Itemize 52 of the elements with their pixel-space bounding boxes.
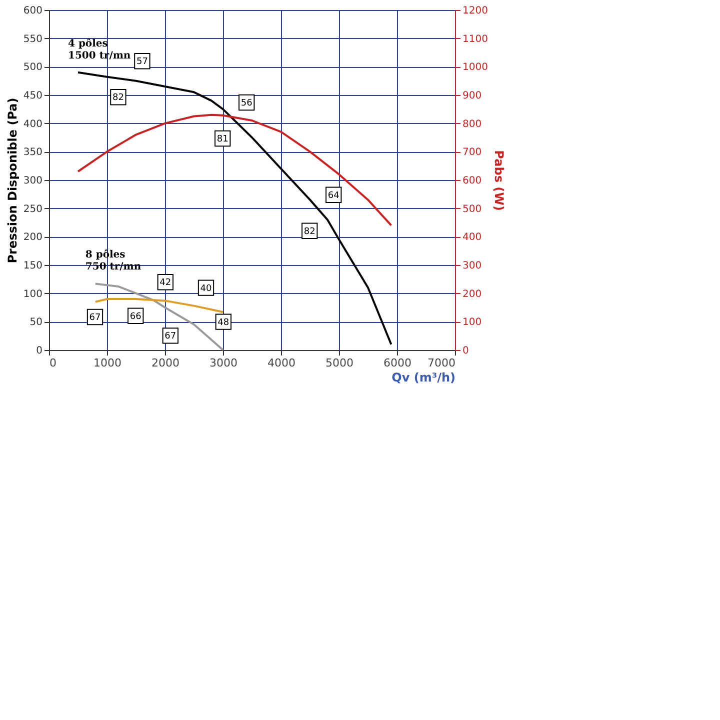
annotation: 67 bbox=[89, 313, 101, 323]
line-series bbox=[94, 298, 224, 314]
y2-axis-title: Pabs (W) bbox=[492, 150, 506, 211]
y-axis-title: Pression Disponible (Pa) bbox=[5, 98, 20, 264]
x-tick-label: 7000 bbox=[428, 356, 456, 370]
y-tick-label: 100 bbox=[23, 288, 42, 300]
y-tick-label: 450 bbox=[23, 90, 42, 102]
x-tick-label: 5000 bbox=[326, 356, 354, 370]
y-tick-label: 150 bbox=[23, 260, 42, 272]
y2-tick-label: 400 bbox=[462, 232, 482, 244]
y2-tick-label: 100 bbox=[462, 317, 482, 328]
annotation: 42 bbox=[160, 278, 172, 288]
y-tick-label: 50 bbox=[30, 317, 42, 328]
x-tick-label: 6000 bbox=[384, 356, 412, 370]
y2-tick-label: 1100 bbox=[462, 34, 488, 45]
annotation: 67 bbox=[164, 332, 176, 342]
y2-tick-label: 600 bbox=[462, 176, 482, 186]
y2-tick-label: 900 bbox=[462, 90, 482, 102]
y-tick-label: 300 bbox=[23, 176, 42, 186]
y2-tick-label: 0 bbox=[462, 346, 469, 356]
y-tick-label: 200 bbox=[23, 232, 42, 244]
annotation: 56 bbox=[240, 98, 253, 108]
y2-tick-label: 800 bbox=[462, 118, 482, 130]
annotation: 66 bbox=[130, 312, 142, 322]
y-tick-label: 0 bbox=[36, 346, 42, 356]
y-tick-label: 400 bbox=[23, 118, 42, 130]
y-tick-label: 500 bbox=[23, 62, 42, 74]
line-series bbox=[77, 71, 392, 346]
x-tick-label: 2000 bbox=[152, 356, 180, 370]
annotation: 81 bbox=[216, 134, 228, 144]
x-tick-label: 3000 bbox=[210, 356, 238, 370]
y2-tick-label: 200 bbox=[462, 288, 482, 300]
line-series bbox=[77, 114, 392, 226]
annotation: 82 bbox=[304, 226, 316, 237]
y-tick-label: 250 bbox=[23, 204, 42, 215]
annotation: 57 bbox=[136, 57, 148, 68]
x-axis-title: Qv (m³/h) bbox=[392, 370, 456, 384]
annotation: 40 bbox=[200, 284, 212, 294]
x-tick-label: 4000 bbox=[268, 356, 296, 370]
y2-tick-label: 700 bbox=[462, 147, 482, 158]
y2-tick-label: 1000 bbox=[462, 62, 488, 74]
x-tick-label: 1000 bbox=[94, 356, 122, 370]
y-tick-label: 350 bbox=[23, 147, 42, 158]
y-tick-label: 550 bbox=[23, 34, 42, 45]
y2-tick-label: 1200 bbox=[462, 6, 488, 16]
y2-tick-label: 300 bbox=[462, 260, 482, 272]
annotation: 48 bbox=[218, 318, 230, 328]
annotation: 82 bbox=[112, 93, 124, 104]
annotation: 64 bbox=[328, 190, 340, 201]
y-tick-label: 600 bbox=[23, 6, 42, 16]
x-tick-label: 0 bbox=[50, 356, 56, 370]
y2-tick-label: 500 bbox=[462, 204, 482, 215]
